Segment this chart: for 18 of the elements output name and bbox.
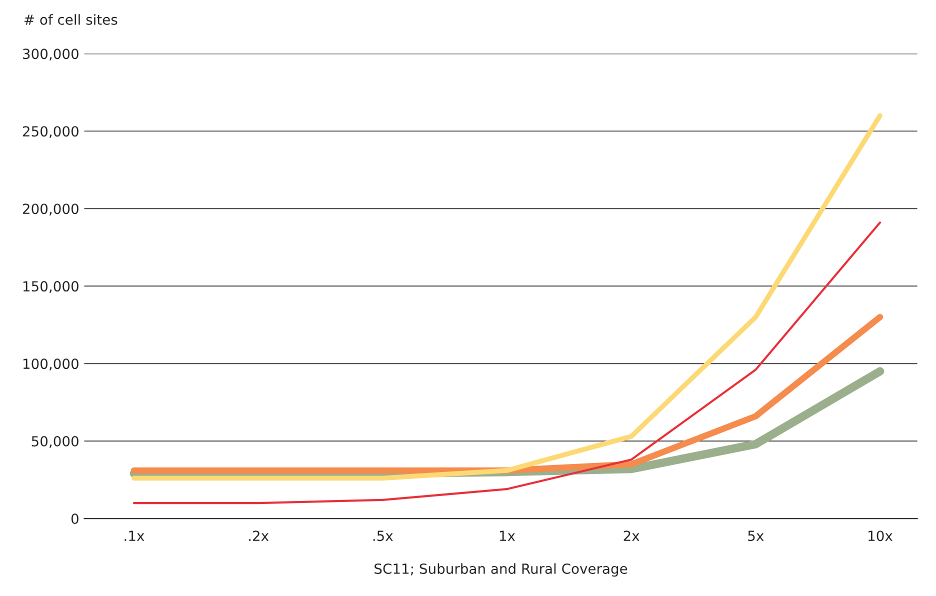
x-tick-label: 2x [624,530,640,541]
y-tick-label: 300,000 [23,48,78,61]
y-tick-label: 0 [71,513,78,524]
y-tick-label: 50,000 [32,436,78,448]
line-series [132,222,882,504]
line-series [132,113,882,481]
x-tick-label: .1x [124,530,144,541]
x-tick-label: .5x [373,530,393,542]
y-tick-label: 200,000 [22,204,78,216]
y-tick-label: 150,000 [23,281,78,293]
x-axis-title: SC11; Suburban and Rural Coverage [374,563,628,577]
x-tick-label: .2x [249,530,269,541]
y-tick-label: 250,000 [22,126,78,138]
x-tick-label: 1x [500,530,516,541]
x-tick-label: 5x [748,530,764,542]
y-tick-label: 100,000 [23,358,78,370]
y-axis-title: # of cell sites [24,14,118,25]
x-tick-label: 10x [868,530,892,542]
